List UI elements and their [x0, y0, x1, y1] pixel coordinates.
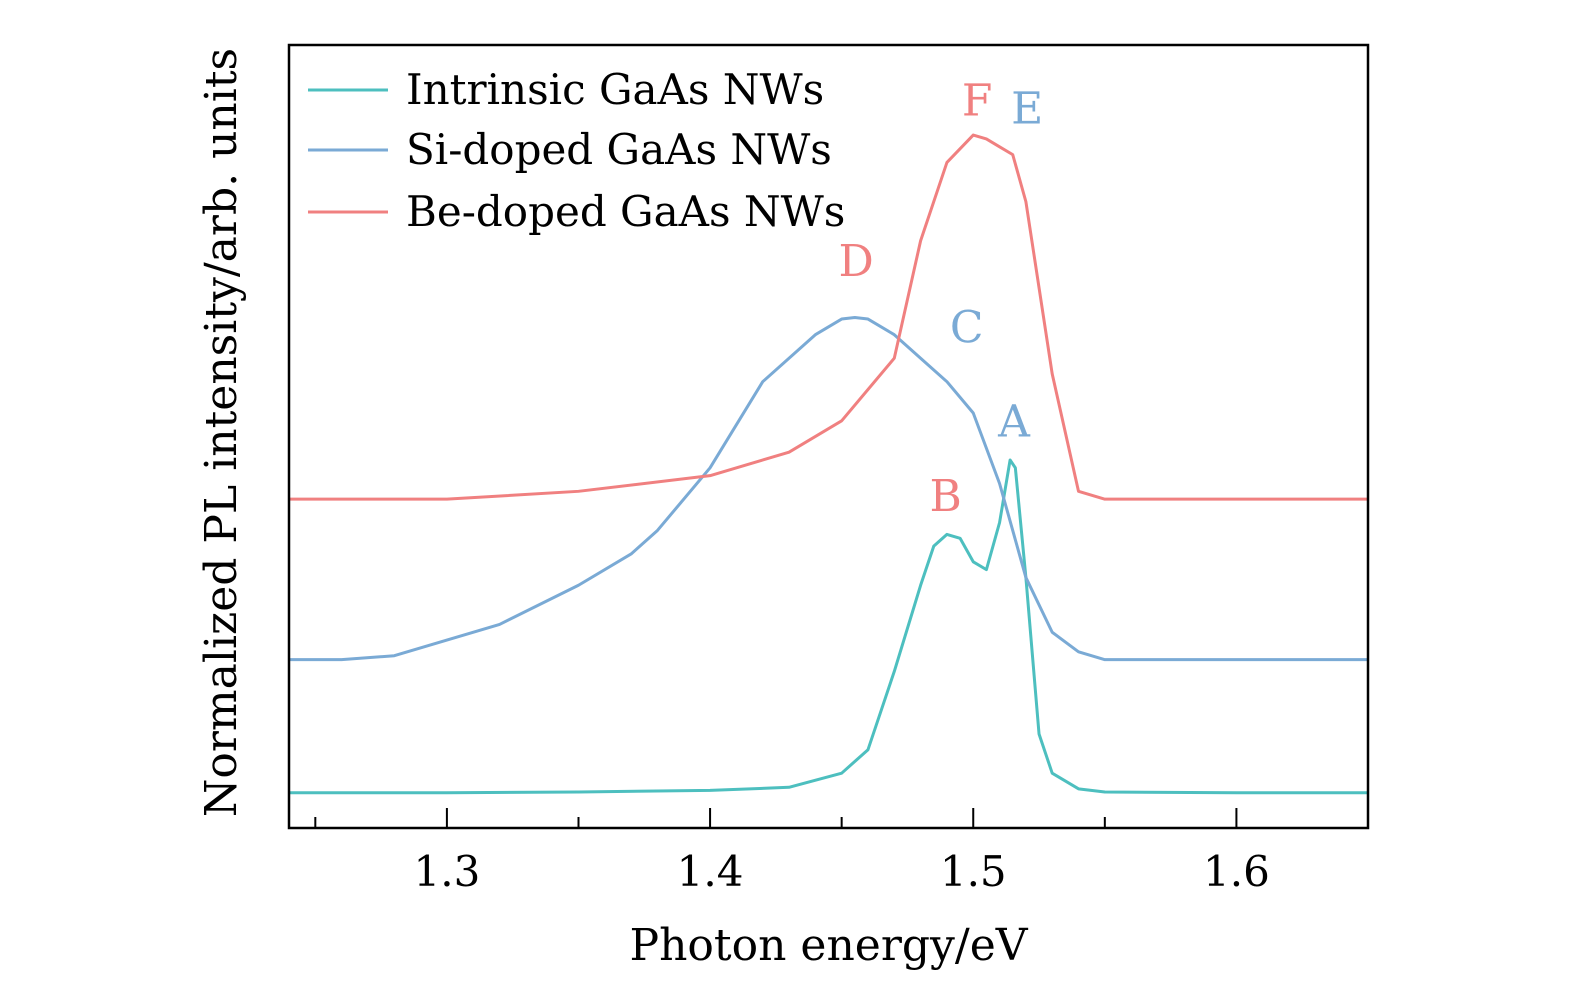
y-axis-label: Normalized PL intensity/arb. units: [196, 48, 247, 817]
x-tick-label: 1.6: [1203, 847, 1270, 896]
x-axis-label: Photon energy/eV: [629, 920, 1028, 971]
x-tick-label: 1.4: [677, 847, 744, 896]
peak-annotations: AB C D EF: [838, 75, 1043, 521]
legend: Intrinsic GaAs NWs Si-doped GaAs NWs Be-…: [308, 65, 845, 236]
series-line-intrinsic: [289, 458, 1368, 795]
peak-label-e: E: [1011, 83, 1043, 134]
legend-label-si-doped: Si-doped GaAs NWs: [406, 125, 832, 174]
x-tick-label: 1.5: [940, 847, 1007, 896]
legend-item-intrinsic: Intrinsic GaAs NWs: [308, 65, 824, 114]
legend-label-intrinsic: Intrinsic GaAs NWs: [406, 65, 824, 114]
series-line-be-doped: [289, 133, 1368, 501]
x-tick-label: 1.3: [414, 847, 481, 896]
legend-item-si-doped: Si-doped GaAs NWs: [308, 125, 832, 174]
plot-frame: [287, 43, 1370, 830]
series-line-si-doped: [289, 315, 1368, 662]
legend-label-be-doped: Be-doped GaAs NWs: [406, 187, 845, 236]
peak-label-f: F: [962, 75, 993, 126]
series-lines: [289, 133, 1368, 795]
x-axis-tick-labels: 1.3 1.4 1.5 1.6: [414, 847, 1270, 896]
peak-label-d: D: [838, 236, 873, 287]
peak-label-b: B: [929, 471, 961, 522]
peak-label-a: A: [997, 397, 1031, 448]
x-axis-ticks: [314, 808, 1369, 828]
peak-label-c: C: [950, 303, 984, 354]
legend-item-be-doped: Be-doped GaAs NWs: [308, 187, 845, 236]
